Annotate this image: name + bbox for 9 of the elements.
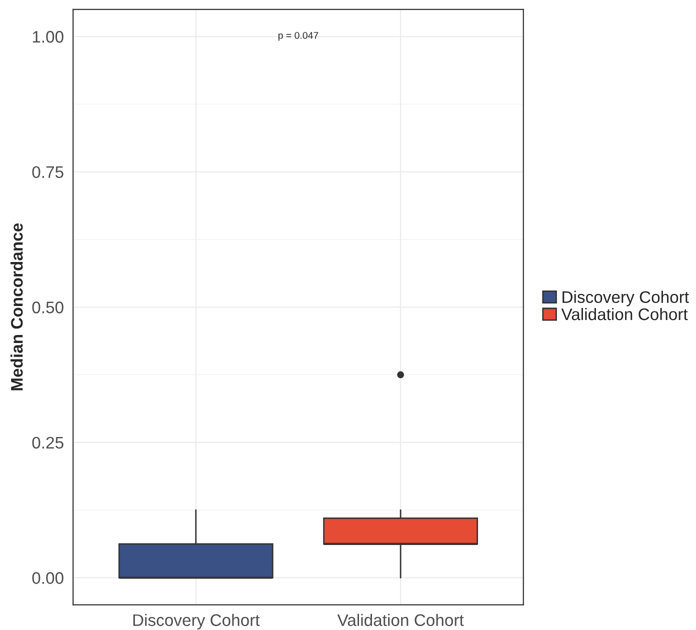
y-tick-label: 0.50 <box>32 302 64 314</box>
y-tick-label: 0.00 <box>32 572 64 584</box>
annotation: p = 0.047 <box>278 32 318 41</box>
y-tick-label: 0.75 <box>32 166 64 178</box>
legend-label: Validation Cohort <box>561 308 688 320</box>
y-tick-label: 1.00 <box>32 30 64 43</box>
legend-label: Discovery Cohort <box>562 290 689 306</box>
y-axis-title: Median Concordance <box>10 223 23 390</box>
y-tick-label: 0.25 <box>32 436 64 449</box>
